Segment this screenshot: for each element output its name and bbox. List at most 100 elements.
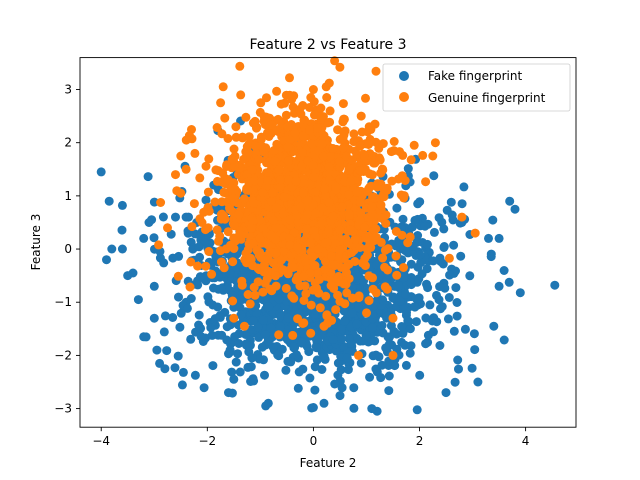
- genuine-point: [418, 150, 428, 160]
- genuine-point: [275, 182, 285, 192]
- fake-point: [312, 343, 321, 353]
- fake-point: [465, 271, 475, 281]
- fake-point: [337, 334, 347, 344]
- genuine-point: [317, 219, 327, 228]
- fake-point: [168, 313, 178, 322]
- genuine-point: [317, 139, 327, 149]
- genuine-point: [360, 223, 370, 233]
- fake-point: [281, 365, 291, 375]
- genuine-point: [470, 228, 480, 238]
- genuine-point: [361, 233, 371, 243]
- fake-point: [395, 296, 405, 306]
- genuine-point: [210, 197, 220, 207]
- fake-point: [201, 195, 211, 205]
- genuine-point: [372, 182, 382, 192]
- genuine-point: [371, 66, 381, 76]
- fake-point: [354, 303, 364, 313]
- y-tick-label: 2: [64, 136, 72, 150]
- legend-box: [382, 63, 571, 112]
- genuine-point: [265, 247, 275, 257]
- genuine-point: [312, 283, 321, 293]
- genuine-point: [243, 290, 253, 299]
- genuine-point: [287, 291, 297, 301]
- genuine-point: [239, 321, 249, 331]
- genuine-point: [328, 211, 338, 221]
- fake-point: [467, 363, 477, 373]
- genuine-point: [444, 253, 454, 263]
- genuine-point: [181, 164, 191, 174]
- fake-point: [413, 231, 423, 240]
- genuine-point: [279, 192, 289, 202]
- fake-point: [330, 379, 340, 389]
- genuine-point: [204, 247, 214, 256]
- plot-points: [96, 56, 560, 416]
- genuine-point: [421, 177, 431, 187]
- genuine-point: [243, 185, 253, 195]
- y-tick-label: 3: [64, 83, 72, 97]
- genuine-point: [243, 148, 253, 157]
- fake-point: [444, 293, 454, 302]
- fake-point: [406, 259, 416, 269]
- fake-point: [194, 242, 204, 252]
- fake-point: [473, 377, 483, 387]
- genuine-point: [181, 135, 191, 145]
- fake-point: [459, 182, 469, 192]
- x-tick-label: 4: [522, 434, 530, 448]
- genuine-point: [371, 224, 381, 234]
- genuine-point: [212, 225, 222, 235]
- genuine-point: [299, 188, 308, 198]
- genuine-point: [312, 123, 322, 133]
- fake-point: [412, 405, 422, 415]
- fake-point: [349, 403, 359, 413]
- fake-point: [410, 215, 420, 225]
- fake-point: [304, 347, 314, 357]
- genuine-point: [248, 216, 258, 226]
- genuine-point: [326, 281, 336, 291]
- genuine-point: [323, 118, 332, 128]
- genuine-point: [310, 187, 320, 197]
- fake-point: [443, 314, 453, 324]
- plot-frame: [79, 57, 577, 428]
- genuine-point: [237, 280, 247, 290]
- genuine-point: [313, 244, 323, 254]
- fake-point: [102, 255, 111, 265]
- x-axis-label: Feature 2: [300, 456, 357, 470]
- fake-point: [405, 348, 415, 358]
- fake-point: [342, 353, 352, 363]
- fake-point: [378, 295, 388, 305]
- genuine-point: [283, 142, 293, 152]
- fake-point: [456, 251, 466, 261]
- genuine-point: [281, 283, 291, 293]
- genuine-point: [201, 225, 210, 235]
- genuine-point: [388, 313, 398, 323]
- genuine-point: [246, 223, 256, 233]
- genuine-point: [349, 129, 359, 139]
- genuine-point: [229, 313, 239, 323]
- fake-point: [429, 227, 439, 237]
- fake-point: [392, 203, 402, 213]
- fake-point: [510, 204, 520, 214]
- legend-label-genuine: Genuine fingerprint: [428, 91, 546, 105]
- fake-point: [210, 314, 220, 324]
- fake-point: [152, 345, 162, 355]
- genuine-point: [257, 141, 267, 151]
- genuine-point: [265, 113, 274, 123]
- genuine-point: [324, 162, 334, 172]
- genuine-point: [230, 162, 240, 171]
- fake-point: [460, 324, 470, 334]
- genuine-point: [193, 261, 203, 271]
- genuine-point: [406, 155, 416, 165]
- fake-point: [264, 302, 274, 312]
- fake-point: [159, 327, 169, 337]
- fake-point: [178, 367, 188, 377]
- fake-point: [450, 377, 460, 387]
- fake-point: [486, 252, 496, 262]
- fake-point: [175, 322, 185, 332]
- fake-point: [160, 364, 170, 374]
- genuine-point: [310, 110, 319, 120]
- fake-point: [196, 332, 206, 341]
- fake-point: [158, 212, 168, 222]
- genuine-point: [428, 151, 438, 161]
- genuine-point: [201, 161, 211, 171]
- fake-point: [297, 337, 307, 347]
